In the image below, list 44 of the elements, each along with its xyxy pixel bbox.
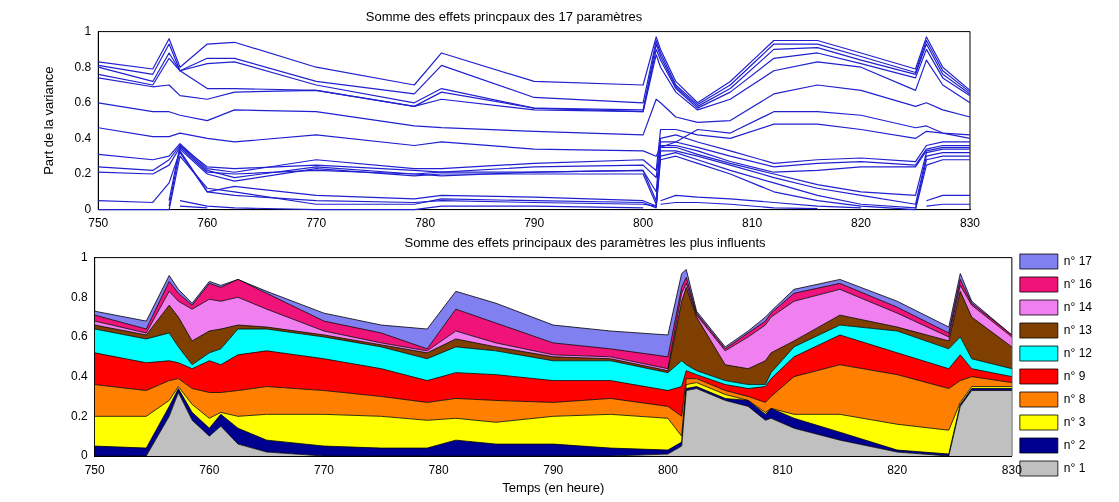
y-tick-label: 0 — [84, 201, 92, 216]
y-tick-label: 0.4 — [70, 368, 88, 383]
x-tick-label: 780 — [415, 216, 436, 231]
x-tick-label: 760 — [199, 462, 220, 477]
legend-label: n° 2 — [1063, 437, 1086, 452]
y-tick-label: 0.8 — [74, 59, 92, 74]
x-tick-label: 820 — [887, 462, 908, 477]
x-tick-label: 770 — [313, 462, 335, 477]
legend-label: n° 3 — [1063, 414, 1086, 429]
chart-title: Somme des effets princpaux des 17 paramètres — [365, 9, 643, 25]
x-tick-label: 830 — [1001, 462, 1023, 477]
x-tick-label: 780 — [428, 462, 449, 477]
y-tick-label: 1 — [84, 23, 92, 38]
x-tick-label: 750 — [88, 216, 109, 231]
legend-label: n° 8 — [1063, 391, 1086, 406]
x-tick-label: 830 — [959, 216, 981, 231]
y-tick-label: 0.6 — [70, 329, 88, 344]
x-tick-label: 810 — [742, 216, 763, 231]
x-tick-label: 800 — [633, 216, 654, 231]
x-tick-label: 790 — [543, 462, 564, 477]
legend-label: n° 9 — [1063, 368, 1086, 383]
x-tick-label: 790 — [524, 216, 545, 231]
x-tick-label: 770 — [306, 216, 327, 231]
y-tick-label: 1 — [80, 249, 88, 264]
y-tick-label: 0.2 — [70, 408, 88, 423]
x-tick-label: 760 — [197, 216, 218, 231]
legend-label: n° 16 — [1063, 276, 1093, 291]
chart-title: Somme des effets principaux des paramètres les plus influents — [404, 235, 767, 251]
legend-label: n° 17 — [1063, 253, 1093, 268]
y-tick-label: 0 — [80, 448, 88, 463]
x-tick-label: 800 — [657, 462, 679, 477]
x-tick-label: 810 — [772, 462, 793, 477]
legend-label: n° 12 — [1063, 345, 1093, 360]
y-tick-label: 0.8 — [70, 289, 88, 304]
legend-label: n° 1 — [1063, 460, 1086, 475]
legend-label: n° 13 — [1063, 322, 1093, 337]
y-tick-label: 0.6 — [74, 95, 92, 110]
legend-label: n° 14 — [1063, 299, 1093, 314]
y-tick-label: 0.4 — [74, 130, 92, 145]
x-tick-label: 820 — [851, 216, 872, 231]
x-tick-label: 750 — [84, 462, 106, 477]
y-tick-label: 0.2 — [74, 166, 92, 181]
x-axis-title: Temps (en heure) — [502, 479, 605, 495]
y-axis-title: Part de la variance — [41, 66, 57, 175]
